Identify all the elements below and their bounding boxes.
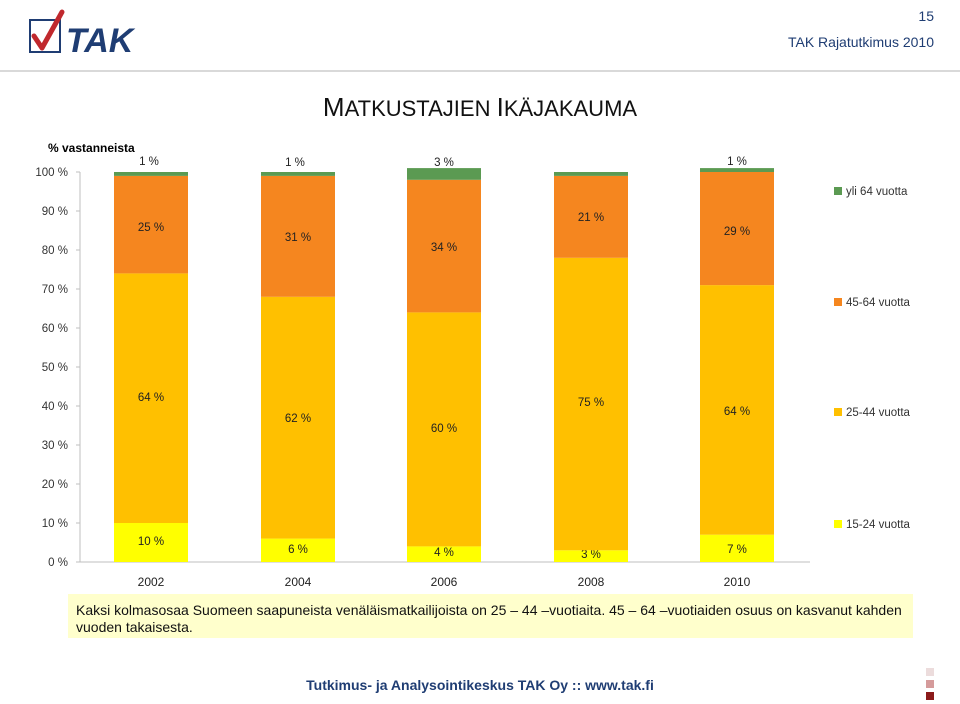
bar-segment [407, 312, 481, 547]
legend-label: yli 64 vuotta [846, 186, 908, 198]
report-subtitle: TAK Rajatutkimus 2010 [787, 34, 934, 50]
data-label: 1 % [727, 156, 747, 168]
bar-segment [554, 550, 628, 562]
data-label: 7 % [727, 544, 747, 556]
y-tick-label: 80 % [42, 245, 68, 257]
x-tick-label: 2008 [578, 575, 605, 589]
data-label: 4 % [434, 547, 454, 559]
bar-segment [261, 296, 335, 539]
x-tick-label: 2006 [431, 575, 458, 589]
bar-segment [114, 172, 188, 176]
legend-label: 15-24 vuotta [846, 519, 911, 531]
data-label: 34 % [431, 242, 457, 254]
bar-segment [554, 257, 628, 551]
data-label: 25 % [138, 222, 164, 234]
bar-segment [114, 523, 188, 562]
data-label: 10 % [138, 536, 164, 548]
data-label: 3 % [434, 157, 454, 169]
data-label: 1 % [139, 156, 159, 168]
y-tick-label: 40 % [42, 401, 68, 413]
page-number: 15 [918, 8, 934, 24]
tak-logo: TAK [29, 9, 136, 58]
bar-segment [114, 273, 188, 523]
y-tick-label: 30 % [42, 440, 68, 452]
legend-swatch [834, 298, 842, 306]
footer-decoration [926, 668, 936, 704]
data-label: 1 % [285, 157, 305, 169]
legend-swatch [834, 408, 842, 416]
y-tick-label: 0 % [48, 557, 68, 569]
data-label: 21 % [578, 212, 604, 224]
legend-swatch [834, 520, 842, 528]
header-divider [0, 70, 960, 72]
y-tick-label: 50 % [42, 362, 68, 374]
bar-segment [261, 172, 335, 176]
y-tick-label: 10 % [42, 518, 68, 530]
data-label: 60 % [431, 423, 457, 435]
data-label: 6 % [288, 544, 308, 556]
bar-segment [700, 172, 774, 286]
bar-segment [700, 285, 774, 535]
title-text: MATKUSTAJIEN IKÄJAKAUMA [322, 92, 638, 122]
y-axis-title: % vastanneista [48, 141, 135, 155]
x-tick-label: 2004 [285, 575, 312, 589]
data-label: 31 % [285, 232, 311, 244]
x-tick-label: 2002 [138, 575, 165, 589]
legend-swatch [834, 187, 842, 195]
y-tick-label: 70 % [42, 284, 68, 296]
bar-segment [407, 546, 481, 562]
data-label: 3 % [581, 549, 601, 561]
bar-segment [407, 168, 481, 180]
page-title: MATKUSTAJIEN IKÄJAKAUMA [0, 92, 960, 123]
data-label: 62 % [285, 413, 311, 425]
legend-label: 25-44 vuotta [846, 407, 911, 419]
bar-segment [261, 175, 335, 297]
logo-text: TAK [66, 22, 136, 58]
bar-segment [554, 172, 628, 176]
data-label: 75 % [578, 397, 604, 409]
bar-segment [407, 179, 481, 313]
y-tick-label: 100 % [35, 167, 68, 179]
footer-text: Tutkimus- ja Analysointikeskus TAK Oy ::… [306, 677, 654, 693]
bar-segment [554, 175, 628, 258]
y-tick-label: 20 % [42, 479, 68, 491]
data-label: 64 % [724, 406, 750, 418]
data-label: 64 % [138, 392, 164, 404]
y-tick-label: 90 % [42, 206, 68, 218]
data-label: 29 % [724, 226, 750, 238]
x-tick-label: 2010 [724, 575, 751, 589]
bar-segment [114, 175, 188, 274]
legend-label: 45-64 vuotta [846, 297, 911, 309]
y-tick-label: 60 % [42, 323, 68, 335]
summary-note: Kaksi kolmasosaa Suomeen saapuneista ven… [68, 594, 913, 638]
bar-segment [261, 538, 335, 562]
bar-segment [700, 168, 774, 172]
bar-segment [700, 534, 774, 562]
